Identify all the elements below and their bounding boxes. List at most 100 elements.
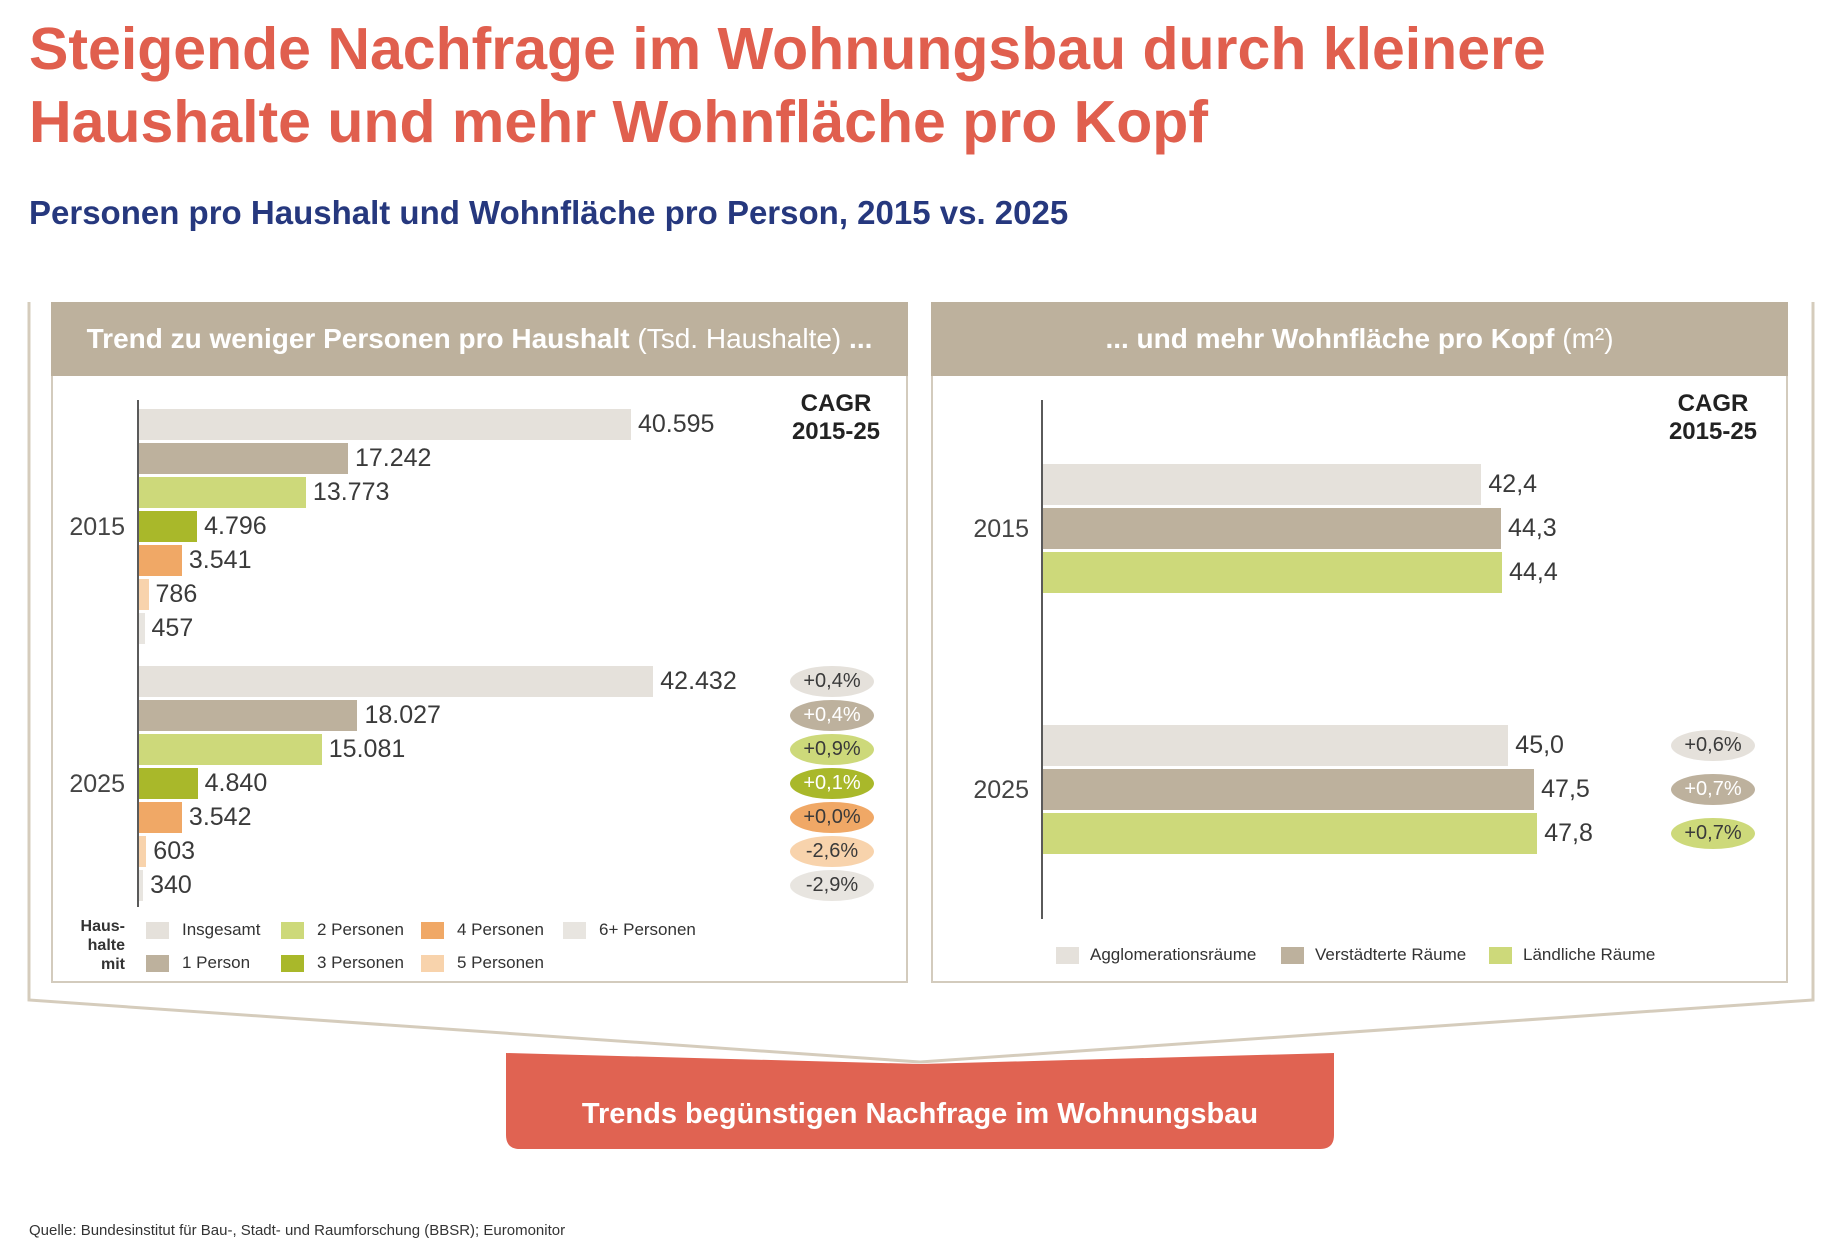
legend-swatch-2-personen (281, 921, 304, 939)
bar-5-personen-2025 (139, 836, 147, 867)
category-label-2015: 2015 (973, 514, 1029, 543)
legend-swatch-4-personen (421, 921, 444, 939)
cagr-pill-4-personen: +0,0% (790, 802, 874, 833)
legend-label-4-personen: 4 Personen (457, 920, 544, 939)
legend-label-2-personen: 2 Personen (317, 920, 404, 939)
cagr-pill-insgesamt: +0,4% (790, 666, 874, 697)
households-chart: CAGR 2015-25 Haus- halte mit 2015 40.595 1… (51, 302, 908, 983)
cagr-pill-verstadterte-raume: +0,7% (1671, 774, 1755, 805)
cagr-pill-landliche-raume: +0,7% (1671, 818, 1755, 849)
legend-title: Haus- halte mit (55, 917, 125, 974)
legend-title-line-3: mit (101, 956, 125, 973)
value-label-4-personen-2025: 3.542 (188, 803, 252, 831)
bar-5-personen-2015 (139, 579, 149, 610)
living-space-panel: ... und mehr Wohnfläche pro Kopf (m²) CA… (931, 302, 1788, 983)
value-label-1-person-2025: 18.027 (364, 701, 441, 729)
value-label-verstadterte-raume-2015: 44,3 (1508, 514, 1557, 542)
cagr-header: CAGR 2015-25 (1648, 390, 1778, 446)
bar-4-personen-2025 (139, 802, 182, 833)
category-label-2015: 2015 (69, 512, 125, 541)
living-space-panel-header: ... und mehr Wohnfläche pro Kopf (m²) (931, 302, 1788, 376)
summary-bracket (27, 302, 1815, 1064)
bar-insgesamt-2015 (139, 409, 631, 440)
page-title: Steigende Nachfrage im Wohnungsbau durch… (29, 13, 1546, 159)
bar-3-personen-2015 (139, 511, 198, 542)
households-panel-header: Trend zu weniger Personen pro Haushalt (… (51, 302, 908, 376)
conclusion-text: Trends begünstigen Nachfrage im Wohnungs… (581, 1098, 1259, 1130)
cagr-header: CAGR 2015-25 (771, 390, 901, 446)
value-label-2-personen-2015: 13.773 (312, 478, 390, 506)
cagr-pill-2-personen: +0,9% (790, 734, 874, 765)
legend-swatch-insgesamt (146, 921, 169, 939)
value-label-2-personen-2025: 15.081 (328, 735, 406, 763)
living-space-chart: CAGR 2015-25 2015 42,4 44,3 44,4 2025 45,0 +0,… (931, 302, 1788, 983)
households-chart-title-suffix: ... (849, 323, 873, 354)
bar-1-person-2025 (139, 700, 358, 731)
cagr-header-line-2: 2015-25 (1668, 418, 1758, 445)
bar-insgesamt-2025 (139, 666, 654, 697)
page-title-line-2: Haushalte und mehr Wohnfläche pro Kopf (29, 89, 1208, 155)
legend-label-agglomerationsraume: Agglomerationsräume (1090, 945, 1257, 964)
value-label-1-person-2015: 17.242 (354, 444, 432, 472)
value-label-4-personen-2015: 3.541 (188, 546, 252, 574)
legend-swatch-3-personen (281, 954, 304, 972)
cagr-header-line-2: 2015-25 (791, 418, 881, 445)
page-subtitle: Personen pro Haushalt und Wohnfläche pro… (29, 194, 1069, 231)
cagr-pill-1-person: +0,4% (790, 700, 874, 731)
living-space-chart-title: ... und mehr Wohnfläche pro Kopf (1105, 323, 1555, 354)
value-label-landliche-raume-2015: 44,4 (1509, 558, 1558, 586)
legend-label-landliche-raume: Ländliche Räume (1523, 945, 1656, 964)
value-label-landliche-raume-2025: 47,8 (1544, 819, 1593, 847)
value-label-5-personen-2025: 603 (153, 837, 196, 865)
legend-label-3-personen: 3 Personen (317, 953, 404, 972)
legend-title-line-2: halte (87, 937, 125, 954)
category-axis (1041, 400, 1043, 919)
cagr-pill-agglomerationsraume: +0,6% (1671, 730, 1755, 761)
bar-2-personen-2025 (139, 734, 322, 765)
legend-swatch-6-personen (563, 921, 586, 939)
category-label-2025: 2025 (973, 775, 1029, 804)
value-label-6-personen-2025: 340 (150, 871, 192, 899)
value-label-agglomerationsraume-2015: 42,4 (1488, 470, 1538, 498)
legend-swatch-5-personen (421, 954, 444, 972)
value-label-6-personen-2015: 457 (151, 614, 194, 642)
households-panel: Trend zu weniger Personen pro Haushalt (… (51, 302, 908, 983)
legend-title-line-1: Haus- (80, 918, 125, 935)
cagr-pill-3-personen: +0,1% (790, 768, 874, 799)
bar-verstadterte-raume-2015 (1043, 508, 1502, 549)
households-chart-unit: (Tsd. Haushalte) (637, 323, 842, 354)
bar-agglomerationsraume-2015 (1043, 464, 1482, 505)
bar-landliche-raume-2025 (1043, 813, 1538, 854)
bar-6-personen-2025 (139, 870, 144, 901)
category-axis (137, 400, 139, 907)
legend-label-verstadterte-raume: Verstädterte Räume (1315, 945, 1467, 964)
legend-label-1-person: 1 Person (182, 953, 251, 972)
legend-swatch-1-person (146, 954, 169, 972)
legend-label-6-personen: 6+ Personen (599, 920, 696, 939)
legend-swatch-verstadterte-raume (1281, 946, 1304, 964)
value-label-insgesamt-2015: 40.595 (638, 410, 715, 438)
bar-landliche-raume-2015 (1043, 552, 1503, 593)
cagr-header-line-1: CAGR (1677, 390, 1749, 417)
legend-label-insgesamt: Insgesamt (182, 920, 261, 939)
value-label-3-personen-2025: 4.840 (204, 769, 268, 797)
cagr-pill-6-personen: -2,9% (790, 870, 874, 901)
households-chart-title: Trend zu weniger Personen pro Haushalt (86, 323, 630, 354)
page-title-line-1: Steigende Nachfrage im Wohnungsbau durch… (29, 16, 1546, 82)
legend-swatch-landliche-raume (1489, 946, 1512, 964)
living-space-chart-unit: (m²) (1562, 323, 1614, 354)
bar-4-personen-2015 (139, 545, 182, 576)
legend-label-5-personen: 5 Personen (457, 953, 544, 972)
value-label-3-personen-2015: 4.796 (204, 512, 267, 540)
cagr-header-line-1: CAGR (800, 390, 872, 417)
source-note: Quelle: Bundesinstitut für Bau-, Stadt- … (29, 1222, 566, 1239)
value-label-verstadterte-raume-2025: 47,5 (1541, 775, 1590, 803)
value-label-agglomerationsraume-2025: 45,0 (1515, 731, 1564, 759)
bar-6-personen-2015 (139, 613, 145, 644)
value-label-5-personen-2015: 786 (155, 580, 198, 608)
bar-3-personen-2025 (139, 768, 198, 799)
cagr-pill-5-personen: -2,6% (790, 836, 874, 867)
legend-swatch-agglomerationsraume (1056, 946, 1079, 964)
category-label-2025: 2025 (69, 769, 125, 798)
